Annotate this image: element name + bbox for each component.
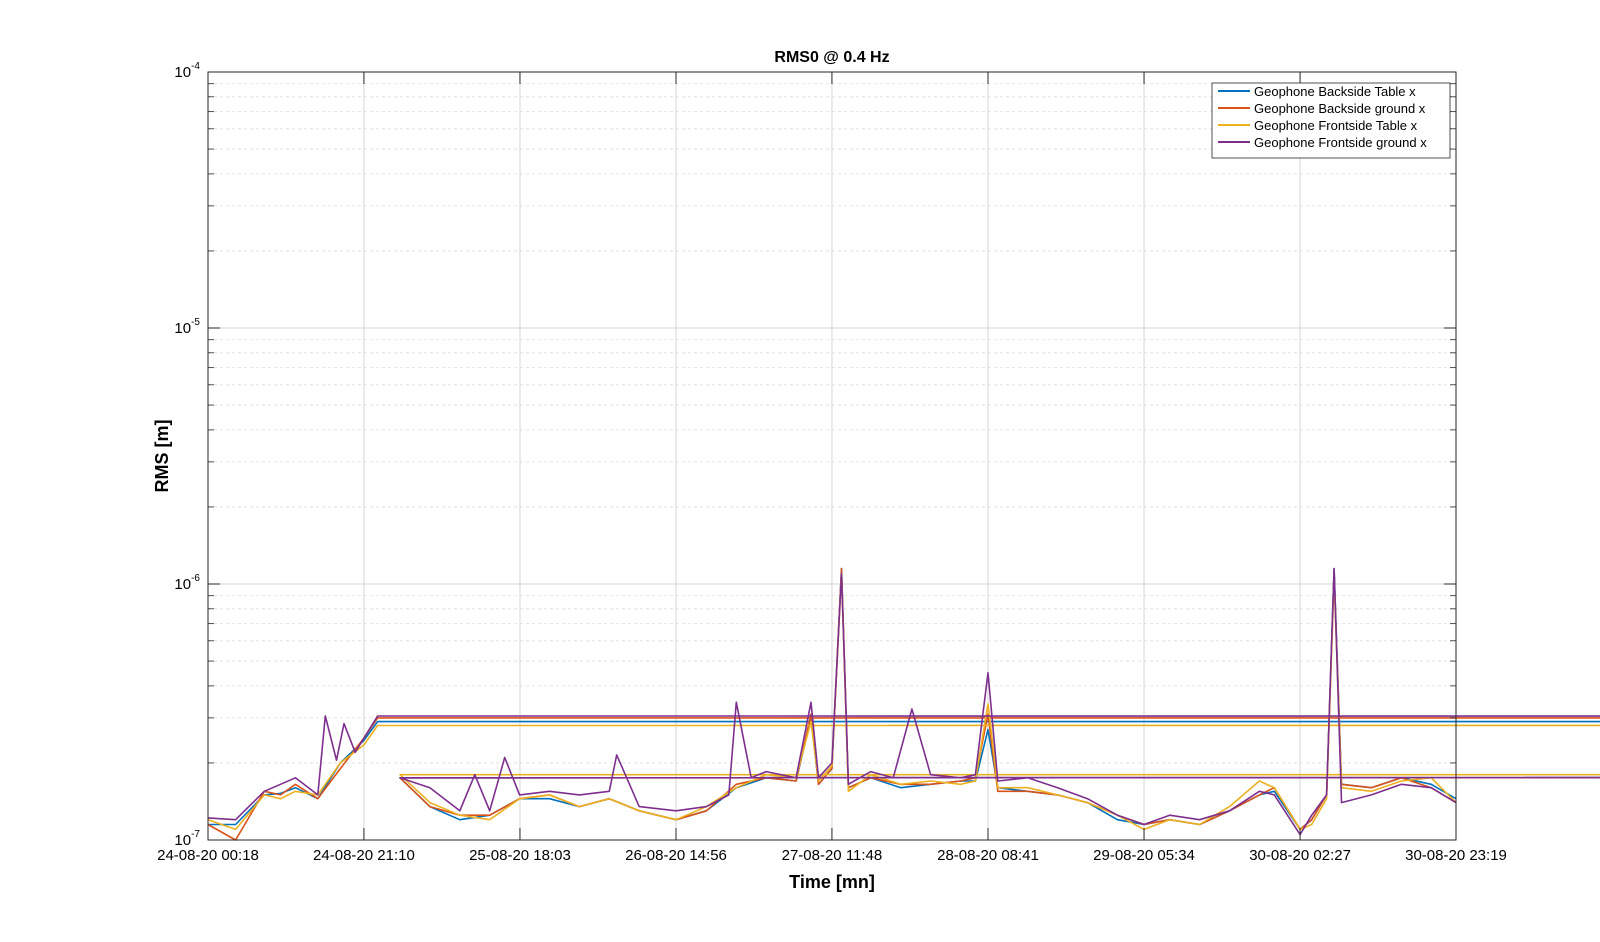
axis-ticks xyxy=(207,71,1457,841)
x-tick-label: 26-08-20 14:56 xyxy=(625,847,727,864)
y-axis-label: RMS [m] xyxy=(152,420,172,493)
legend-label-3: Geophone Frontside Table x xyxy=(1254,118,1418,133)
y-tick-exponent: -6 xyxy=(191,573,200,584)
chart-title: RMS0 @ 0.4 Hz xyxy=(774,49,889,66)
x-tick-label: 28-08-20 08:41 xyxy=(937,847,1039,864)
legend-box xyxy=(1211,82,1451,159)
x-tick-label: 27-08-20 11:48 xyxy=(782,847,883,864)
x-tick-label: 30-08-20 23:19 xyxy=(1405,847,1507,864)
x-tick-label: 29-08-20 05:34 xyxy=(1093,847,1195,864)
x-tick-label: 30-08-20 02:27 xyxy=(1249,847,1351,864)
x-tick-label: 25-08-20 18:03 xyxy=(469,847,571,864)
legend-label-2: Geophone Backside ground x xyxy=(1254,101,1426,116)
x-tick-labels: 24-08-20 00:18 24-08-20 21:10 25-08-20 18:… xyxy=(157,847,1507,864)
legend-label-1: Geophone Backside Table x xyxy=(1254,84,1416,99)
series-line-3 xyxy=(207,572,1600,831)
legend: Geophone Backside Table x Geophone Backsi… xyxy=(1211,82,1451,159)
y-tick-exponent: -7 xyxy=(191,829,200,840)
x-tick-label: 24-08-20 00:18 xyxy=(157,847,259,864)
y-tick-exponent: -4 xyxy=(191,61,200,72)
series-line-4 xyxy=(207,567,1600,836)
series-layer xyxy=(207,567,1600,841)
legend-label-4: Geophone Frontside ground x xyxy=(1254,135,1427,150)
y-tick-exponent: -5 xyxy=(191,317,200,328)
x-axis-label: Time [mn] xyxy=(789,872,875,892)
x-tick-label: 24-08-20 21:10 xyxy=(313,847,415,864)
